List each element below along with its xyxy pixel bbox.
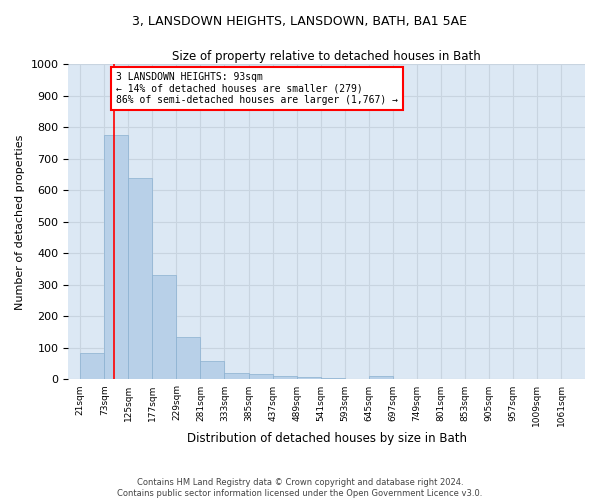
Bar <box>152 276 176 380</box>
Bar <box>272 376 296 380</box>
Text: 3, LANSDOWN HEIGHTS, LANSDOWN, BATH, BA1 5AE: 3, LANSDOWN HEIGHTS, LANSDOWN, BATH, BA1… <box>133 15 467 28</box>
Bar <box>80 352 104 380</box>
Bar <box>200 360 224 380</box>
Bar <box>128 178 152 380</box>
Bar <box>296 377 320 380</box>
Y-axis label: Number of detached properties: Number of detached properties <box>15 134 25 310</box>
Title: Size of property relative to detached houses in Bath: Size of property relative to detached ho… <box>172 50 481 63</box>
Text: Contains HM Land Registry data © Crown copyright and database right 2024.
Contai: Contains HM Land Registry data © Crown c… <box>118 478 482 498</box>
Bar <box>248 374 272 380</box>
Bar <box>368 376 393 380</box>
X-axis label: Distribution of detached houses by size in Bath: Distribution of detached houses by size … <box>187 432 467 445</box>
Bar <box>320 378 344 380</box>
Bar <box>176 337 200 380</box>
Bar <box>104 135 128 380</box>
Text: 3 LANSDOWN HEIGHTS: 93sqm
← 14% of detached houses are smaller (279)
86% of semi: 3 LANSDOWN HEIGHTS: 93sqm ← 14% of detac… <box>116 72 398 105</box>
Bar <box>224 373 248 380</box>
